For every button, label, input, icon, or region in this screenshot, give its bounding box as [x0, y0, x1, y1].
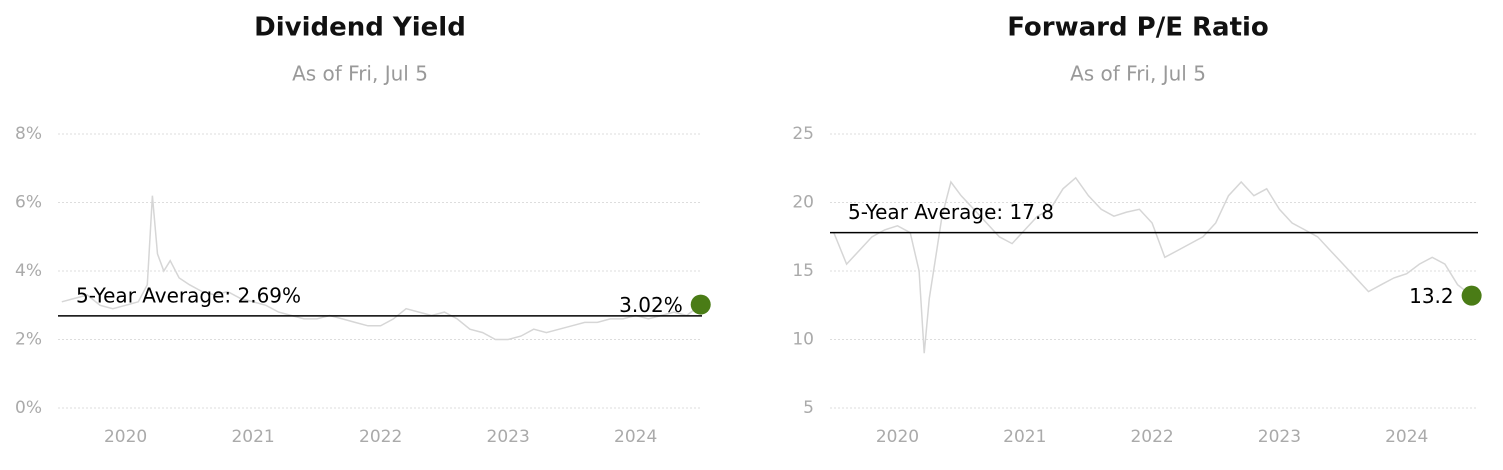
x-tick-label: 2021 — [231, 427, 274, 447]
y-tick-label: 8% — [15, 124, 42, 144]
x-tick-label: 2020 — [876, 427, 919, 447]
x-tick-label: 2022 — [1130, 427, 1173, 447]
current-label: 13.2 — [1409, 284, 1454, 308]
chart-title: Dividend Yield — [254, 13, 466, 43]
average-label: 5-Year Average: 17.8 — [848, 200, 1054, 224]
y-tick-label: 0% — [15, 398, 42, 418]
series-line — [833, 176, 1473, 354]
x-tick-label: 2023 — [487, 427, 530, 447]
y-tick-label: 5 — [803, 398, 814, 418]
y-tick-label: 20 — [792, 193, 814, 213]
x-tick-label: 2024 — [1385, 427, 1428, 447]
x-tick-label: 2021 — [1003, 427, 1046, 447]
current-marker — [690, 294, 711, 315]
x-tick-label: 2024 — [614, 427, 657, 447]
chart-title: Forward P/E Ratio — [1007, 13, 1269, 43]
y-tick-label: 25 — [792, 124, 814, 144]
chart-subtitle: As of Fri, Jul 5 — [292, 62, 428, 86]
y-tick-label: 4% — [15, 261, 42, 281]
chart-subtitle: As of Fri, Jul 5 — [1070, 62, 1206, 86]
current-marker — [1461, 285, 1482, 306]
y-tick-label: 15 — [792, 261, 814, 281]
y-tick-label: 10 — [792, 330, 814, 350]
average-label: 5-Year Average: 2.69% — [76, 283, 301, 307]
current-label: 3.02% — [619, 293, 683, 317]
x-tick-label: 2023 — [1258, 427, 1301, 447]
x-tick-label: 2020 — [104, 427, 147, 447]
y-tick-label: 6% — [15, 193, 42, 213]
x-tick-label: 2022 — [359, 427, 402, 447]
series-line — [61, 195, 702, 341]
y-tick-label: 2% — [15, 330, 42, 350]
